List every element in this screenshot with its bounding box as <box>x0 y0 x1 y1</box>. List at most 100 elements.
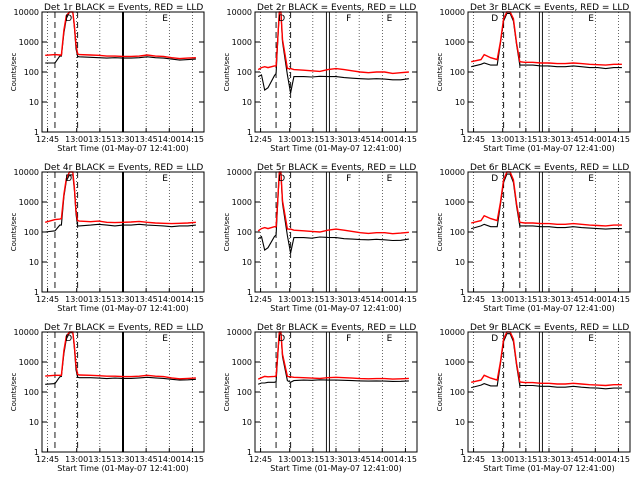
y-tick-label: 10000 <box>14 168 39 177</box>
y-tick-label: 1000 <box>445 198 465 207</box>
x-tick-label: 14:00 <box>158 135 181 144</box>
panel-title: Det 9r BLACK = Events, RED = LLD <box>470 323 629 333</box>
x-tick-label: 14:15 <box>607 295 630 304</box>
panel-title: Det 4r BLACK = Events, RED = LLD <box>44 163 203 173</box>
x-tick-label: 12:45 <box>462 455 485 464</box>
x-tick-label: 13:45 <box>348 295 371 304</box>
x-axis-label: Start Time (01-May-07 12:41:00) <box>270 144 401 153</box>
x-tick-label: 12:45 <box>462 135 485 144</box>
y-tick-label: 1 <box>460 448 465 457</box>
x-tick-label: 13:45 <box>348 135 371 144</box>
x-tick-label: 13:45 <box>561 455 584 464</box>
panel-title: Det 5r BLACK = Events, RED = LLD <box>257 163 416 173</box>
y-tick-label: 100 <box>237 388 252 397</box>
x-tick-label: 13:30 <box>111 455 134 464</box>
x-tick-label: 13:00 <box>278 455 301 464</box>
series-lld <box>45 11 196 60</box>
region-marker: D <box>491 334 498 344</box>
y-tick-label: 1000 <box>19 358 39 367</box>
y-tick-label: 10 <box>242 98 252 107</box>
region-marker: F <box>346 334 351 344</box>
y-axis-label: Counts/sec <box>436 53 444 92</box>
x-tick-label: 13:45 <box>135 295 158 304</box>
x-tick-label: 13:15 <box>514 295 537 304</box>
y-tick-label: 10000 <box>227 328 252 337</box>
x-tick-label: 13:30 <box>111 295 134 304</box>
region-marker: F <box>346 174 351 184</box>
y-tick-label: 1000 <box>445 358 465 367</box>
y-tick-label: 1000 <box>19 198 39 207</box>
x-tick-label: 13:00 <box>65 455 88 464</box>
region-marker: E <box>588 334 594 344</box>
series-events <box>257 11 409 94</box>
x-tick-label: 14:00 <box>158 295 181 304</box>
x-tick-label: 13:15 <box>88 455 111 464</box>
x-tick-label: 13:00 <box>65 135 88 144</box>
y-tick-label: 10 <box>29 98 39 107</box>
x-tick-label: 13:00 <box>491 455 514 464</box>
region-marker: F <box>346 14 351 24</box>
x-tick-label: 13:30 <box>537 135 560 144</box>
region-marker: D <box>65 334 72 344</box>
y-tick-label: 10 <box>455 258 465 267</box>
y-tick-label: 10 <box>29 258 39 267</box>
y-tick-label: 100 <box>450 68 465 77</box>
y-axis-label: Counts/sec <box>223 213 231 252</box>
y-tick-label: 10000 <box>440 168 465 177</box>
x-axis-label: Start Time (01-May-07 12:41:00) <box>57 144 188 153</box>
y-axis-label: Counts/sec <box>10 373 18 412</box>
region-marker: E <box>588 14 594 24</box>
y-tick-label: 10000 <box>227 168 252 177</box>
x-tick-label: 14:00 <box>584 135 607 144</box>
x-tick-label: 14:00 <box>371 295 394 304</box>
x-axis-label: Start Time (01-May-07 12:41:00) <box>483 304 614 313</box>
region-marker: D <box>278 14 285 24</box>
y-tick-label: 100 <box>24 228 39 237</box>
x-tick-label: 12:45 <box>249 455 272 464</box>
y-tick-label: 100 <box>237 228 252 237</box>
x-axis-label: Start Time (01-May-07 12:41:00) <box>270 304 401 313</box>
x-tick-label: 12:45 <box>249 295 272 304</box>
y-tick-label: 1 <box>247 448 252 457</box>
x-tick-label: 12:45 <box>249 135 272 144</box>
x-tick-label: 14:15 <box>607 455 630 464</box>
y-tick-label: 1000 <box>19 38 39 47</box>
y-tick-label: 100 <box>237 68 252 77</box>
y-tick-label: 100 <box>450 388 465 397</box>
series-events <box>471 12 622 70</box>
x-tick-label: 14:15 <box>607 135 630 144</box>
region-marker: E <box>162 14 168 24</box>
y-tick-label: 1 <box>34 288 39 297</box>
region-marker: E <box>588 174 594 184</box>
y-tick-label: 1 <box>247 288 252 297</box>
x-tick-label: 14:00 <box>584 295 607 304</box>
x-tick-label: 13:30 <box>537 455 560 464</box>
x-tick-label: 14:15 <box>394 295 417 304</box>
y-tick-label: 1 <box>460 128 465 137</box>
x-tick-label: 13:15 <box>88 135 111 144</box>
series-lld <box>45 331 196 380</box>
panel-title: Det 2r BLACK = Events, RED = LLD <box>257 3 416 13</box>
region-marker: E <box>387 334 393 344</box>
x-tick-label: 14:15 <box>181 455 204 464</box>
y-tick-label: 10 <box>242 258 252 267</box>
x-tick-label: 13:15 <box>301 455 324 464</box>
region-marker: E <box>162 334 168 344</box>
x-tick-label: 13:30 <box>537 295 560 304</box>
series-lld <box>45 171 196 225</box>
region-marker: D <box>65 174 72 184</box>
panel-title: Det 6r BLACK = Events, RED = LLD <box>470 163 629 173</box>
x-tick-label: 13:45 <box>561 135 584 144</box>
y-axis-label: Counts/sec <box>10 53 18 92</box>
x-tick-label: 13:15 <box>514 135 537 144</box>
series-events <box>257 172 409 254</box>
x-tick-label: 13:15 <box>514 455 537 464</box>
x-tick-label: 14:15 <box>394 135 417 144</box>
